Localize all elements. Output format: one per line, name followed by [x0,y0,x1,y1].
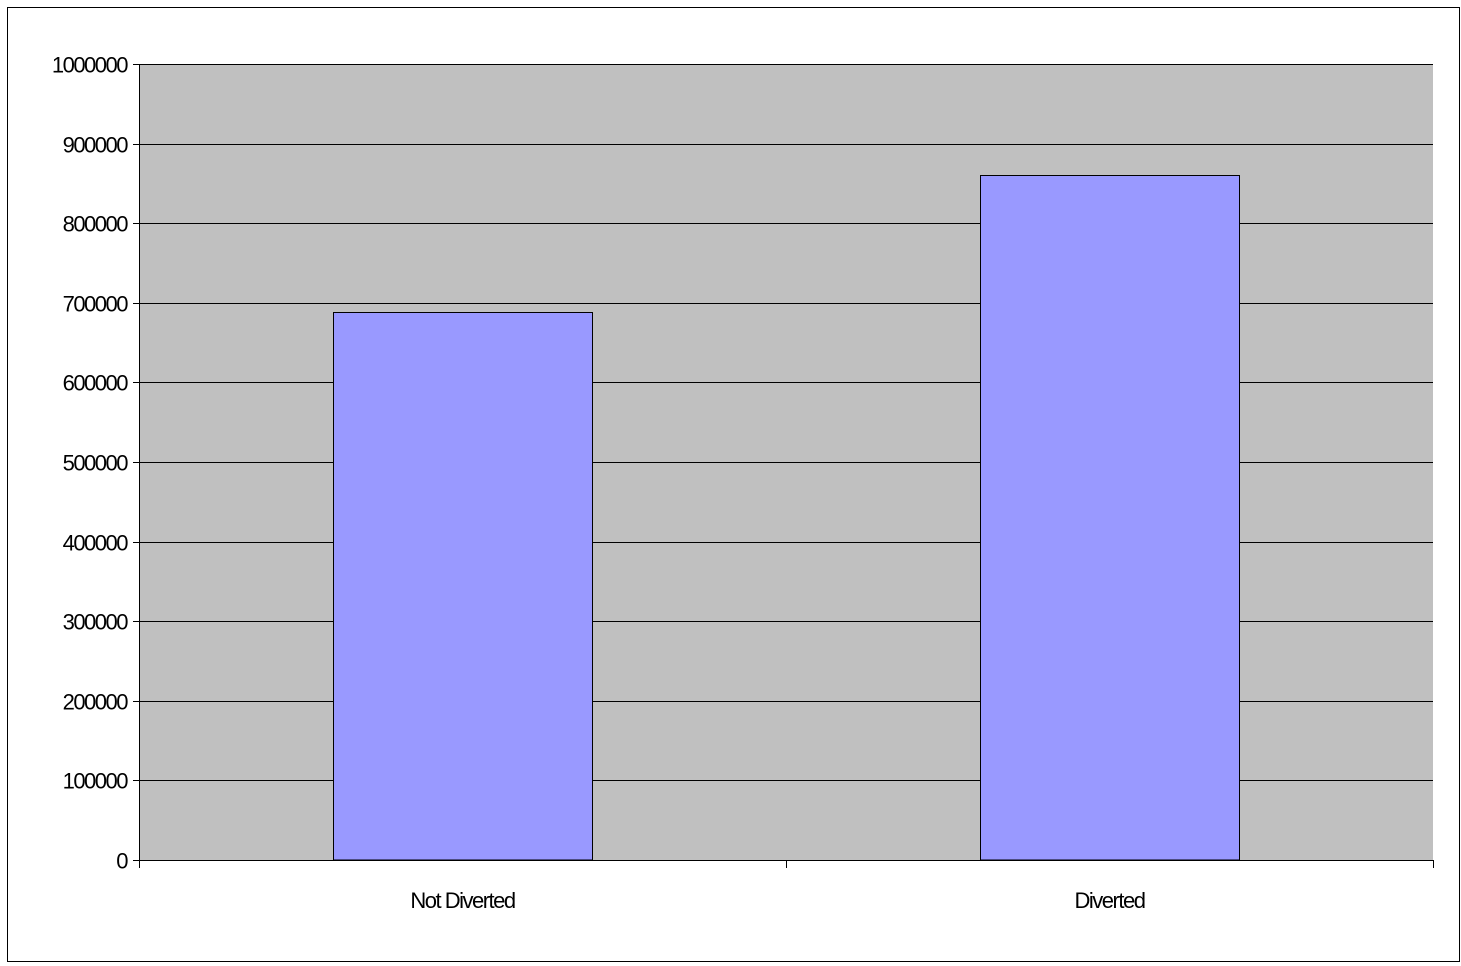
y-tick-label: 100000 [63,769,129,794]
bars [333,175,1240,861]
category-label: Not Diverted [410,888,515,913]
y-tick-label: 500000 [63,451,129,476]
y-tick-label: 200000 [63,690,129,715]
bar [333,312,593,861]
y-tick-label: 800000 [63,212,129,237]
y-tick-label: 0 [116,849,128,874]
y-tick-label: 300000 [63,610,129,635]
x-axis-category-labels: Not Diverted Diverted [410,888,1146,913]
y-tick-label: 400000 [63,531,129,556]
axes [133,64,1434,868]
bar [980,175,1240,861]
category-label: Diverted [1075,888,1145,913]
y-axis-tick-labels: 0 100000 200000 300000 400000 500000 600000 700… [52,53,130,874]
y-tick-label: 900000 [63,133,129,158]
y-tick-label: 1000000 [52,53,128,78]
y-tick-label: 600000 [63,371,129,396]
y-tick-label: 700000 [63,292,129,317]
